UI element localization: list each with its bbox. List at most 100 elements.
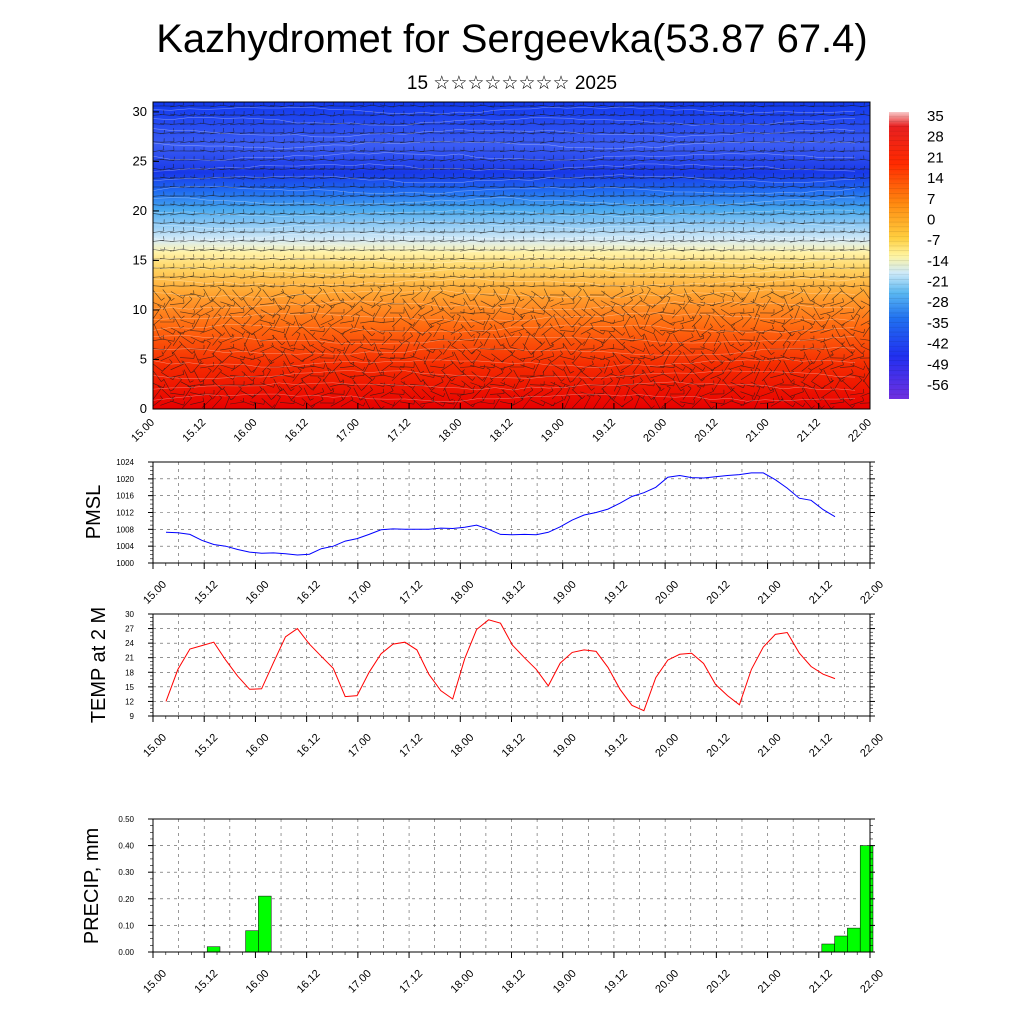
x-tick-label: 16.00 (232, 417, 260, 445)
y-tick-label: 10 (133, 302, 147, 317)
colorbar-ramp (889, 112, 909, 399)
x-tick-label: 17.12 (397, 579, 425, 607)
y-tick-label: 1008 (116, 525, 134, 534)
precip-grid (152, 819, 871, 952)
precip-bar (258, 895, 272, 953)
wind-barbs (153, 102, 870, 409)
y-tick-label: 20 (133, 203, 147, 218)
x-tick-label: 22.00 (846, 417, 874, 445)
x-tick-label: 17.00 (346, 732, 374, 760)
x-tick-label: 22.00 (858, 968, 886, 996)
y-tick-label: 1012 (116, 509, 134, 518)
x-tick-label: 16.12 (295, 732, 323, 760)
temp-grid (152, 614, 871, 716)
precip-bar (834, 935, 848, 953)
temp-y-axis: 9 12 15 18 21 24 27 30 (125, 610, 875, 721)
x-tick-label: 21.00 (756, 732, 784, 760)
isotherm-contours (153, 106, 856, 402)
y-tick-label: 18 (125, 668, 134, 677)
y-tick-label: 15 (125, 683, 134, 692)
x-tick-label: 16.00 (244, 968, 272, 996)
y-tick-label: 9 (130, 712, 135, 721)
y-tick-label: 0.10 (118, 921, 134, 930)
x-tick-label: 20.00 (653, 968, 681, 996)
x-tick-label: 16.00 (244, 732, 272, 760)
colorbar-label: -21 (927, 274, 949, 291)
upper-air-y-axis: 0 5 10 15 20 25 30 (133, 104, 159, 416)
x-tick-label: 16.12 (295, 968, 323, 996)
x-tick-label: 17.12 (397, 732, 425, 760)
precip-bar (245, 930, 259, 953)
precip-y-axis: 0.00 0.10 0.20 0.30 0.40 0.50 (118, 815, 875, 957)
x-tick-label: 18.00 (436, 417, 464, 445)
x-tick-label: 20.12 (693, 417, 721, 445)
upper-air-panel: 0 5 10 15 20 25 30 15.00 15.12 16.00 16.12 17.00 17… (129, 101, 874, 445)
y-tick-label: 21 (125, 654, 134, 663)
y-tick-label: 0.40 (118, 842, 134, 851)
x-tick-label: 16.12 (283, 417, 311, 445)
x-tick-label: 19.00 (539, 417, 567, 445)
x-tick-label: 19.00 (551, 968, 579, 996)
x-tick-label: 16.12 (295, 579, 323, 607)
colorbar-label: 14 (927, 170, 944, 187)
pmsl-y-label: PMSL (83, 485, 105, 539)
y-tick-label: 15 (133, 252, 147, 267)
x-tick-label: 16.00 (244, 579, 272, 607)
pmsl-x-axis: 15.00 15.12 16.00 16.12 17.00 17.12 18.00 18.12… (141, 563, 886, 607)
chart-subtitle: 15 ☆☆☆☆☆☆☆☆ 2025 (406, 73, 618, 94)
colorbar: 35 28 21 14 7 0 -7 -14 -21 -28 -35 -42 -49 -56 (889, 108, 949, 399)
x-tick-label: 15.00 (141, 968, 169, 996)
colorbar-label: 28 (927, 129, 944, 146)
precip-bar (206, 946, 221, 953)
colorbar-bands (889, 116, 909, 395)
x-tick-label: 17.12 (397, 968, 425, 996)
x-tick-label: 20.00 (641, 417, 669, 445)
x-tick-label: 18.00 (448, 732, 476, 760)
x-tick-label: 18.12 (500, 579, 528, 607)
x-tick-label: 22.00 (858, 579, 886, 607)
pmsl-grid (152, 462, 871, 563)
x-tick-label: 15.12 (192, 968, 220, 996)
y-tick-label: 12 (125, 697, 134, 706)
x-tick-label: 19.12 (602, 579, 630, 607)
x-tick-label: 19.00 (551, 732, 579, 760)
colorbar-label: -56 (927, 377, 949, 394)
x-tick-label: 20.00 (653, 579, 681, 607)
colorbar-label: 21 (927, 149, 944, 166)
colorbar-label: 7 (927, 191, 935, 208)
precip-bar (847, 927, 861, 953)
temp-line (165, 619, 836, 712)
x-tick-label: 17.12 (385, 417, 413, 445)
colorbar-labels: 35 28 21 14 7 0 -7 -14 -21 -28 -35 -42 -49 -56 (927, 108, 949, 394)
x-tick-label: 22.00 (858, 732, 886, 760)
x-tick-label: 20.00 (653, 732, 681, 760)
x-tick-label: 21.00 (756, 579, 784, 607)
y-tick-label: 0.30 (118, 868, 134, 877)
x-tick-label: 17.00 (346, 968, 374, 996)
x-tick-label: 21.12 (795, 417, 823, 445)
x-tick-label: 18.12 (500, 732, 528, 760)
x-tick-label: 21.00 (756, 968, 784, 996)
pmsl-line (165, 472, 836, 556)
y-tick-label: 0 (140, 401, 147, 416)
x-tick-label: 21.12 (807, 732, 835, 760)
x-tick-label: 15.12 (180, 417, 208, 445)
colorbar-label: -35 (927, 315, 949, 332)
x-tick-label: 19.12 (602, 732, 630, 760)
pmsl-y-axis: 1000 1004 1008 1012 1016 1020 1024 (116, 458, 875, 568)
x-tick-label: 20.12 (705, 732, 733, 760)
y-tick-label: 27 (125, 625, 134, 634)
x-tick-label: 19.12 (602, 968, 630, 996)
y-tick-label: 1016 (116, 492, 134, 501)
colorbar-label: -28 (927, 294, 949, 311)
y-tick-label: 0.20 (118, 895, 134, 904)
y-tick-label: 1004 (116, 542, 134, 551)
x-tick-label: 15.00 (129, 417, 157, 445)
y-tick-label: 24 (125, 639, 134, 648)
precip-bar (821, 943, 835, 953)
precip-panel: 0.00 0.10 0.20 0.30 0.40 0.50 15.00 15.12 16.00… (81, 815, 886, 996)
temp-panel: 9 12 15 18 21 24 27 30 15.00 15.12 16.00 16.12 17.0… (88, 607, 886, 760)
wind-barbs-overlay (153, 102, 870, 409)
temperature-field (153, 102, 870, 409)
